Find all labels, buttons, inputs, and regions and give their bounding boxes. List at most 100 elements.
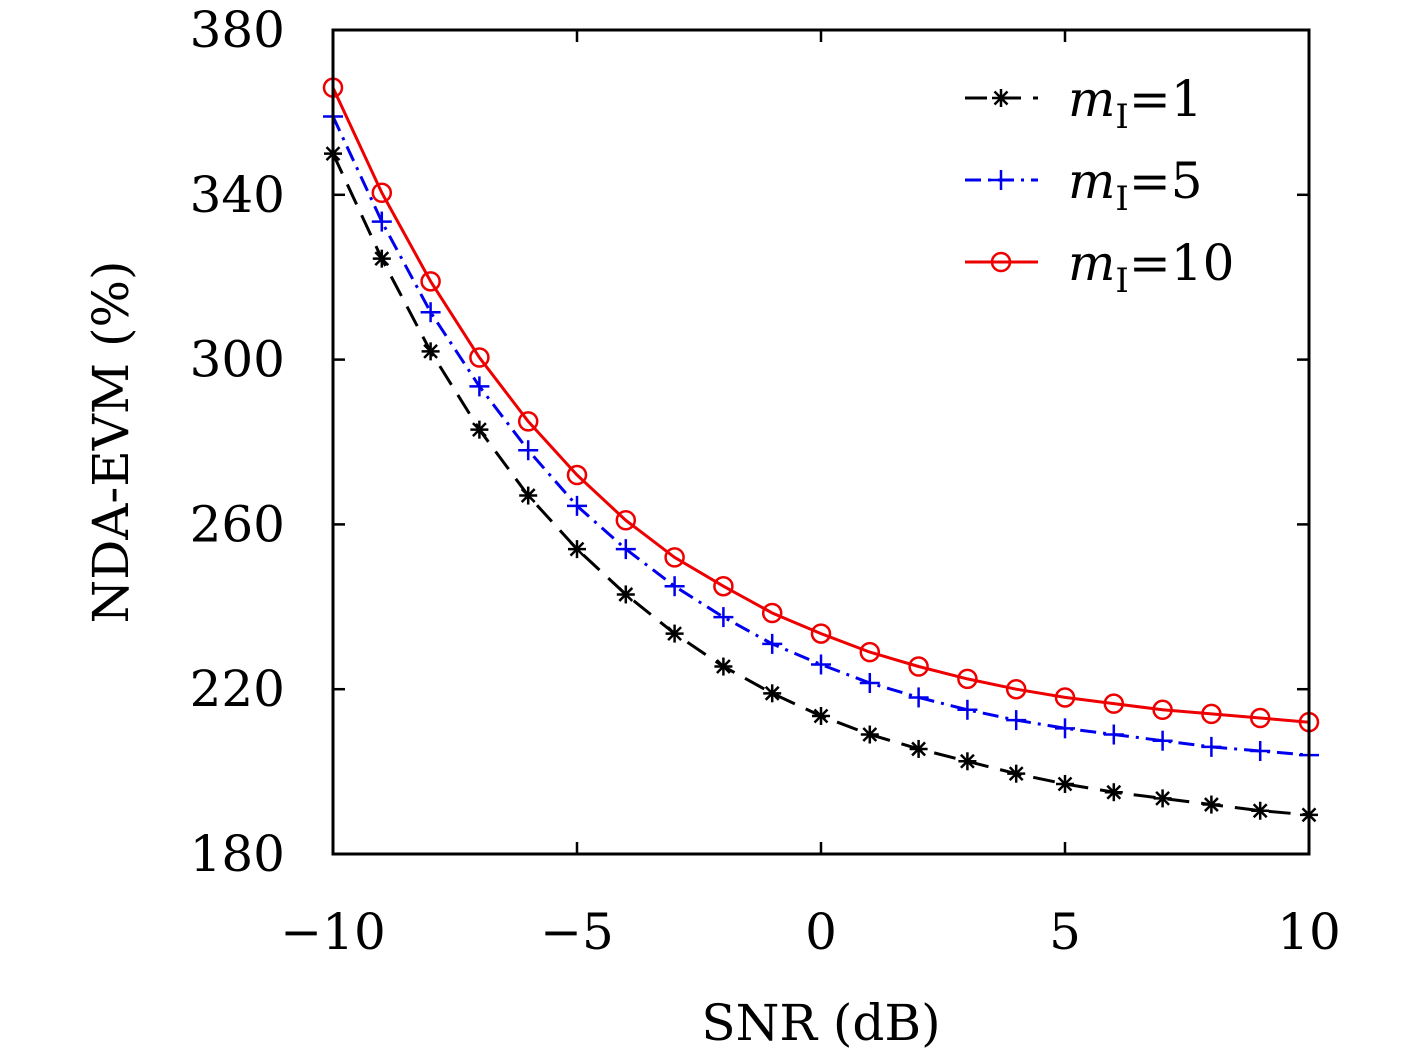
y-tick-label: 300: [190, 331, 285, 389]
legend-marker: [990, 251, 1012, 273]
marker-circle: [1103, 693, 1125, 714]
marker-circle: [810, 623, 832, 644]
x-tick-label: −10: [280, 903, 386, 961]
marker-circle: [615, 510, 637, 531]
data-point: [859, 641, 881, 663]
marker-stroke: [960, 753, 975, 769]
data-point: [1103, 724, 1124, 745]
series-line: [331, 87, 1310, 724]
legend-label-sub: I: [1115, 179, 1128, 219]
marker-circle: [517, 411, 539, 432]
data-point: [860, 725, 879, 744]
data-point: [615, 539, 636, 560]
data-point: [1055, 718, 1075, 739]
marker-stroke: [569, 541, 585, 557]
data-point: [811, 654, 831, 675]
legend-marker: [991, 170, 1011, 190]
x-tick-label: −5: [540, 903, 614, 961]
y-tick-label: 180: [190, 825, 285, 883]
data-point: [665, 624, 684, 643]
data-point: [1251, 801, 1270, 820]
data-point: [420, 271, 441, 292]
y-tick-label: 220: [190, 660, 285, 718]
x-tick-label: 5: [1049, 903, 1081, 961]
data-point: [371, 182, 393, 203]
series-3: [322, 77, 1320, 733]
marker-circle: [1054, 687, 1076, 708]
data-point: [859, 673, 880, 694]
data-point: [1007, 764, 1026, 783]
marker-circle: [469, 347, 490, 368]
legend-label-var: m: [1068, 70, 1115, 128]
data-point: [1201, 736, 1222, 757]
legend-marker: [992, 89, 1010, 107]
marker-stroke: [993, 90, 1009, 106]
data-point: [1104, 783, 1123, 802]
data-point: [371, 211, 392, 232]
data-point: [1103, 693, 1125, 714]
data-point: [812, 706, 830, 725]
marker-stroke: [911, 741, 926, 757]
data-point: [1152, 730, 1173, 751]
marker-stroke: [618, 587, 634, 602]
data-point: [372, 249, 391, 268]
marker-circle: [908, 656, 929, 677]
data-point: [517, 411, 539, 432]
data-point: [664, 576, 685, 597]
series-line: [331, 115, 1310, 757]
marker-circle: [761, 602, 783, 624]
marker-circle: [957, 668, 978, 690]
data-point: [469, 376, 490, 397]
marker-circle: [1201, 703, 1222, 725]
y-tick-label: 340: [190, 166, 285, 224]
data-point: [470, 420, 489, 439]
x-tick-label: 0: [805, 903, 837, 961]
legend-item-1: mI=1: [965, 70, 1203, 137]
legend-label-var: m: [1068, 234, 1115, 292]
data-point: [1005, 678, 1027, 700]
data-point: [957, 699, 978, 720]
marker-circle: [420, 271, 441, 292]
legend-label: mI=5: [1068, 152, 1203, 219]
data-point: [1202, 795, 1221, 814]
data-point: [1153, 789, 1172, 808]
data-point: [469, 347, 490, 368]
data-point: [810, 623, 832, 644]
legend-item-3: mI=10: [965, 234, 1234, 301]
series-layer: [322, 77, 1320, 824]
data-point: [1054, 687, 1076, 708]
marker-stroke: [472, 422, 487, 438]
data-point: [616, 585, 635, 604]
data-point: [1201, 703, 1222, 725]
data-point: [568, 540, 586, 559]
legend-label-value: =10: [1129, 234, 1235, 292]
marker-stroke: [813, 708, 829, 724]
data-point: [567, 495, 587, 516]
data-point: [762, 633, 783, 654]
data-point: [421, 342, 440, 361]
legend-label-sub: I: [1115, 97, 1128, 137]
legend-label-var: m: [1068, 152, 1115, 210]
x-axis-label: SNR (dB): [701, 994, 940, 1052]
legend-label: mI=1: [1068, 70, 1203, 137]
data-point: [1006, 710, 1027, 731]
y-axis-label: NDA-EVM (%): [82, 260, 140, 623]
legend: mI=1mI=5mI=10: [965, 70, 1234, 301]
data-point: [713, 575, 734, 597]
data-point: [518, 440, 539, 461]
marker-circle: [1249, 707, 1271, 729]
marker-stroke: [1057, 776, 1073, 792]
data-point: [909, 739, 928, 758]
data-point: [664, 547, 685, 568]
legend-item-2: mI=5: [965, 152, 1203, 219]
data-point: [566, 464, 588, 486]
marker-circle: [1005, 678, 1027, 700]
marker-stroke: [1008, 766, 1024, 782]
marker-circle: [990, 251, 1012, 273]
marker-stroke: [764, 685, 780, 701]
data-point: [420, 302, 441, 323]
marker-circle: [566, 464, 588, 486]
marker-circle: [859, 641, 881, 663]
marker-stroke: [374, 251, 390, 267]
